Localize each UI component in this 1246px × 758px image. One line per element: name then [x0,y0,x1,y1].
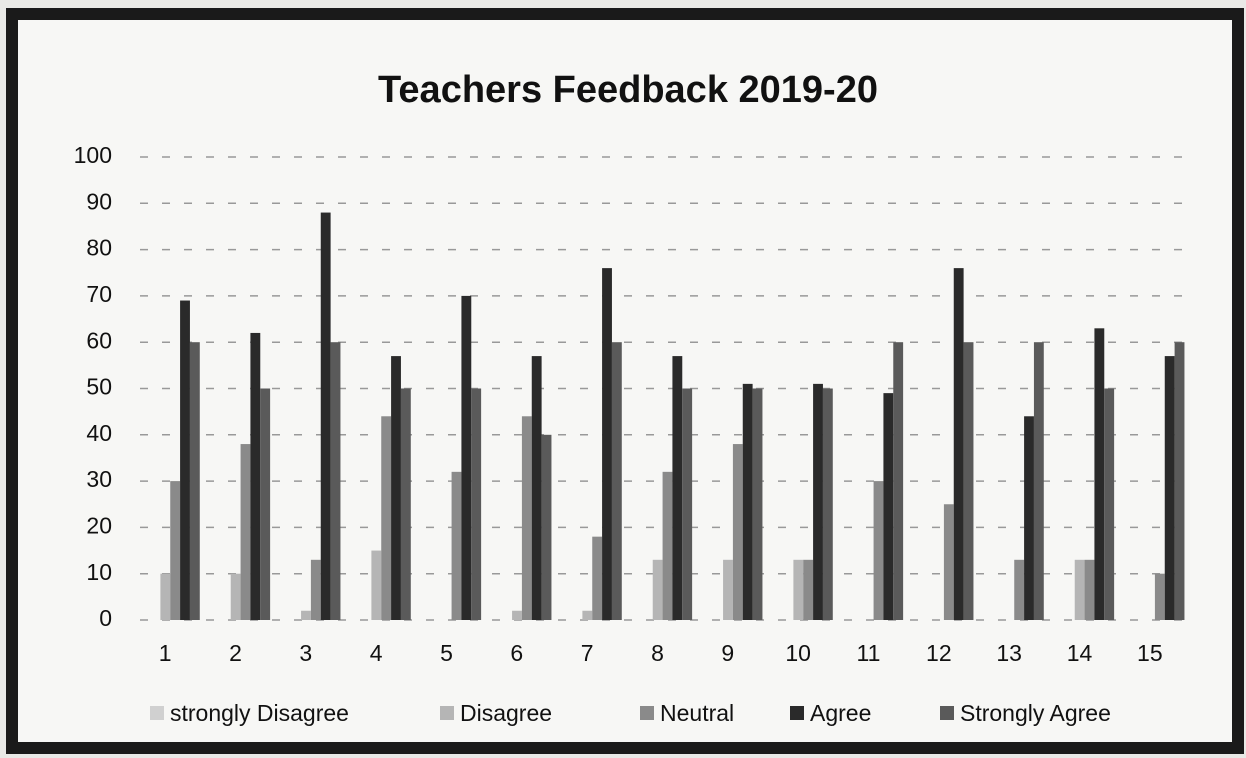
y-tick-label: 0 [99,605,112,631]
bar [391,356,401,620]
bar [1174,342,1185,620]
x-tick-label: 6 [510,640,523,666]
bar [461,295,472,620]
bar [592,536,603,620]
bar [310,559,321,620]
bar [723,559,733,620]
bar [1094,328,1105,620]
bar [732,444,743,620]
bar [822,388,833,620]
bar [471,388,482,620]
bar [1033,342,1044,620]
bar [160,573,171,620]
bar [371,550,382,620]
x-tick-label: 8 [651,640,664,666]
bar [662,471,673,620]
legend-swatch [150,706,164,720]
bar [521,416,532,620]
bar [250,332,261,620]
x-tick-label: 11 [857,640,881,666]
bar [672,356,683,620]
bar [1024,416,1034,620]
bar [330,342,341,620]
bar [240,444,251,620]
bar [189,342,200,620]
legend-swatch [640,706,654,720]
bar [813,383,823,620]
x-tick-label: 12 [926,640,952,666]
bar [742,383,753,620]
bar [320,212,331,620]
legend-swatch [440,706,454,720]
y-tick-label: 40 [86,420,112,446]
bar [531,356,542,620]
bar [301,610,311,620]
x-tick-label: 5 [440,640,453,666]
x-tick-label: 4 [370,640,383,666]
chart-title: Teachers Feedback 2019-20 [378,69,878,111]
x-tick-label: 3 [299,640,312,666]
y-tick-label: 100 [74,142,112,168]
bar [752,388,763,620]
bar [512,610,522,620]
bar [611,342,622,620]
bar [1154,573,1165,620]
bar [602,268,612,620]
bar [953,268,964,620]
y-tick-label: 50 [86,374,112,400]
legend-label: Strongly Agree [960,700,1111,726]
bar [682,388,693,620]
bar [451,471,462,620]
x-tick-label: 1 [159,640,172,666]
x-tick-label: 14 [1067,640,1093,666]
legend-label: Agree [810,700,871,726]
bar [652,559,663,620]
y-tick-label: 70 [86,281,112,307]
bar [260,388,271,620]
y-tick-label: 80 [86,235,112,261]
bar [170,481,181,620]
legend-label: Neutral [660,700,734,726]
y-tick-label: 10 [86,559,112,585]
bar [1014,559,1025,620]
bar [1164,356,1175,620]
bar [963,342,974,620]
frame [6,8,1244,754]
y-tick-label: 20 [86,512,112,538]
bar [180,300,190,620]
x-tick-label: 10 [785,640,811,666]
x-tick-label: 13 [996,640,1022,666]
x-tick-label: 15 [1137,640,1163,666]
bar [873,481,884,620]
bar [943,504,954,620]
bar [1104,388,1115,620]
bar [1074,559,1085,620]
y-tick-label: 60 [86,327,112,353]
y-tick-label: 90 [86,188,112,214]
bar [400,388,411,620]
legend-label: strongly Disagree [170,700,349,726]
x-tick-label: 9 [721,640,734,666]
bar [230,573,241,620]
bar [793,559,804,620]
bar [1084,559,1095,620]
legend-swatch [940,706,954,720]
bar [541,434,552,620]
legend-label: Disagree [460,700,552,726]
x-tick-label: 2 [229,640,242,666]
y-tick-label: 30 [86,466,112,492]
bar [893,342,904,620]
bar [883,393,894,620]
legend-swatch [790,706,804,720]
bar [582,610,593,620]
x-tick-label: 7 [581,640,594,666]
bar [803,559,814,620]
bar [381,416,392,620]
